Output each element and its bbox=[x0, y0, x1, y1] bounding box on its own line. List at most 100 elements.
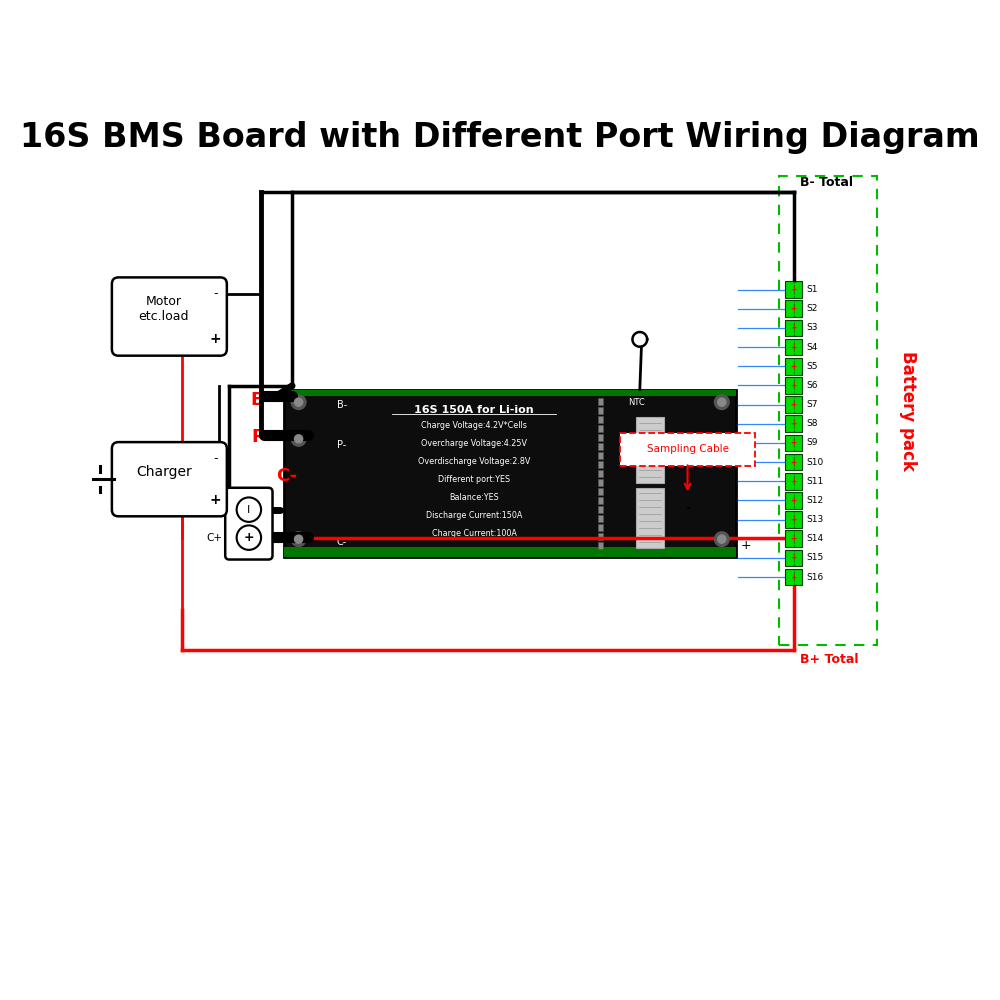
Text: S13: S13 bbox=[807, 515, 824, 524]
Text: +: + bbox=[790, 419, 797, 428]
Text: +: + bbox=[790, 515, 797, 524]
Bar bbox=[598, 452, 603, 459]
Circle shape bbox=[718, 535, 726, 543]
Circle shape bbox=[291, 532, 306, 546]
Text: +: + bbox=[790, 573, 797, 582]
FancyBboxPatch shape bbox=[785, 530, 802, 547]
Bar bbox=[598, 470, 603, 477]
FancyBboxPatch shape bbox=[785, 377, 802, 394]
Text: +: + bbox=[790, 438, 797, 447]
Text: S6: S6 bbox=[807, 381, 818, 390]
FancyBboxPatch shape bbox=[785, 358, 802, 375]
Bar bbox=[598, 515, 603, 522]
Bar bbox=[284, 390, 736, 396]
Text: S16: S16 bbox=[807, 573, 824, 582]
FancyBboxPatch shape bbox=[284, 390, 736, 557]
FancyBboxPatch shape bbox=[785, 281, 802, 298]
Text: S7: S7 bbox=[807, 400, 818, 409]
Bar bbox=[284, 547, 736, 557]
Bar bbox=[598, 524, 603, 531]
FancyBboxPatch shape bbox=[112, 277, 227, 356]
FancyBboxPatch shape bbox=[785, 300, 802, 317]
Text: +: + bbox=[790, 553, 797, 562]
Text: +: + bbox=[790, 534, 797, 543]
FancyBboxPatch shape bbox=[785, 339, 802, 355]
Bar bbox=[598, 398, 603, 405]
FancyBboxPatch shape bbox=[112, 442, 227, 516]
Circle shape bbox=[295, 535, 303, 543]
Circle shape bbox=[291, 432, 306, 446]
Text: Overdischarge Voltage:2.8V: Overdischarge Voltage:2.8V bbox=[418, 457, 530, 466]
Text: Sampling Cable: Sampling Cable bbox=[647, 444, 729, 454]
Text: B+ Total: B+ Total bbox=[800, 653, 859, 666]
Text: P-: P- bbox=[337, 440, 346, 450]
Bar bbox=[598, 488, 603, 495]
Text: +: + bbox=[790, 362, 797, 371]
Text: P-: P- bbox=[251, 428, 272, 446]
Text: +: + bbox=[790, 304, 797, 313]
Bar bbox=[598, 533, 603, 540]
Text: C+: C+ bbox=[207, 533, 223, 543]
Text: S12: S12 bbox=[807, 496, 824, 505]
Text: Overcharge Voltage:4.25V: Overcharge Voltage:4.25V bbox=[421, 439, 527, 448]
FancyBboxPatch shape bbox=[785, 511, 802, 528]
FancyBboxPatch shape bbox=[225, 488, 273, 560]
Circle shape bbox=[295, 398, 303, 406]
Text: C-: C- bbox=[251, 528, 272, 546]
FancyBboxPatch shape bbox=[785, 454, 802, 470]
Text: +: + bbox=[790, 496, 797, 505]
Text: 16S 150A for Li-ion: 16S 150A for Li-ion bbox=[414, 405, 534, 415]
Text: S9: S9 bbox=[807, 438, 818, 447]
Text: C-: C- bbox=[277, 467, 298, 485]
Text: S3: S3 bbox=[807, 323, 818, 332]
Text: +: + bbox=[790, 477, 797, 486]
Text: S10: S10 bbox=[807, 458, 824, 467]
FancyBboxPatch shape bbox=[785, 435, 802, 451]
Circle shape bbox=[291, 395, 306, 409]
Text: -: - bbox=[213, 287, 218, 300]
Text: S2: S2 bbox=[807, 304, 818, 313]
Text: C-: C- bbox=[337, 537, 347, 547]
Bar bbox=[598, 497, 603, 504]
Bar bbox=[598, 542, 603, 549]
Circle shape bbox=[718, 398, 726, 406]
Text: Balance:YES: Balance:YES bbox=[449, 493, 499, 502]
Text: S8: S8 bbox=[807, 419, 818, 428]
Text: S14: S14 bbox=[807, 534, 824, 543]
Bar bbox=[779, 176, 877, 645]
Circle shape bbox=[714, 532, 729, 546]
Text: Different port:YES: Different port:YES bbox=[438, 475, 510, 484]
Text: NTC: NTC bbox=[629, 398, 645, 407]
FancyBboxPatch shape bbox=[636, 488, 664, 548]
Text: -: - bbox=[213, 452, 218, 465]
Text: Discharge Current:150A: Discharge Current:150A bbox=[426, 511, 522, 520]
Text: S5: S5 bbox=[807, 362, 818, 371]
Text: S11: S11 bbox=[807, 477, 824, 486]
Text: B- Total: B- Total bbox=[800, 176, 853, 189]
Circle shape bbox=[714, 395, 729, 409]
Bar bbox=[598, 425, 603, 432]
Text: +: + bbox=[790, 400, 797, 409]
Text: +: + bbox=[210, 493, 221, 507]
Text: +: + bbox=[790, 458, 797, 467]
Bar bbox=[598, 434, 603, 441]
Text: B-: B- bbox=[337, 400, 347, 410]
FancyBboxPatch shape bbox=[785, 550, 802, 566]
FancyBboxPatch shape bbox=[620, 433, 755, 466]
FancyBboxPatch shape bbox=[785, 492, 802, 509]
Text: +: + bbox=[210, 332, 221, 346]
FancyBboxPatch shape bbox=[785, 320, 802, 336]
Text: +: + bbox=[790, 343, 797, 352]
Text: I: I bbox=[247, 505, 250, 515]
Text: C-: C- bbox=[212, 505, 223, 515]
Text: S4: S4 bbox=[807, 343, 818, 352]
Bar bbox=[598, 506, 603, 513]
Text: 16S BMS Board with Different Port Wiring Diagram: 16S BMS Board with Different Port Wiring… bbox=[20, 121, 980, 154]
FancyBboxPatch shape bbox=[785, 415, 802, 432]
FancyBboxPatch shape bbox=[785, 569, 802, 585]
FancyBboxPatch shape bbox=[785, 396, 802, 413]
Text: +: + bbox=[244, 531, 254, 544]
Text: Charge Current:100A: Charge Current:100A bbox=[432, 529, 516, 538]
Bar bbox=[598, 416, 603, 423]
Circle shape bbox=[295, 435, 303, 443]
